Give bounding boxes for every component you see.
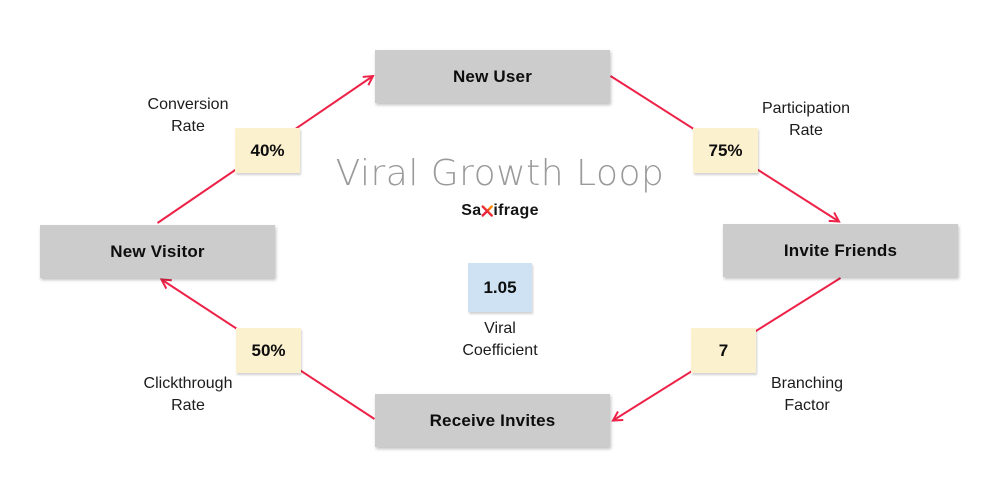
- node-new-visitor: New Visitor: [40, 225, 275, 278]
- clickthrough-rate-value: 50%: [236, 328, 301, 373]
- node-new-user: New User: [375, 50, 610, 103]
- clickthrough-rate-label: Clickthrough Rate: [143, 375, 233, 414]
- node-receive-invites: Receive Invites: [375, 394, 610, 447]
- logo-x-icon: [480, 204, 494, 218]
- viral-coefficient-label: Viral Coefficient: [462, 320, 538, 359]
- participation-rate-value: 75%: [693, 128, 758, 173]
- saxifrage-logo: Sa ifrage: [461, 202, 539, 220]
- logo-text-prefix: Sa: [461, 202, 482, 219]
- node-invite-friends: Invite Friends: [723, 224, 958, 277]
- diagram-title: Viral Growth Loop: [335, 153, 665, 194]
- viral-coefficient-value: 1.05: [468, 263, 532, 312]
- branching-factor-value: 7: [691, 328, 756, 373]
- conversion-rate-value: 40%: [235, 128, 300, 173]
- participation-rate-label: Participation Rate: [761, 100, 851, 139]
- branching-factor-label: Branching Factor: [770, 375, 844, 414]
- logo-text-suffix: ifrage: [493, 202, 539, 219]
- conversion-rate-label: Conversion Rate: [147, 96, 229, 135]
